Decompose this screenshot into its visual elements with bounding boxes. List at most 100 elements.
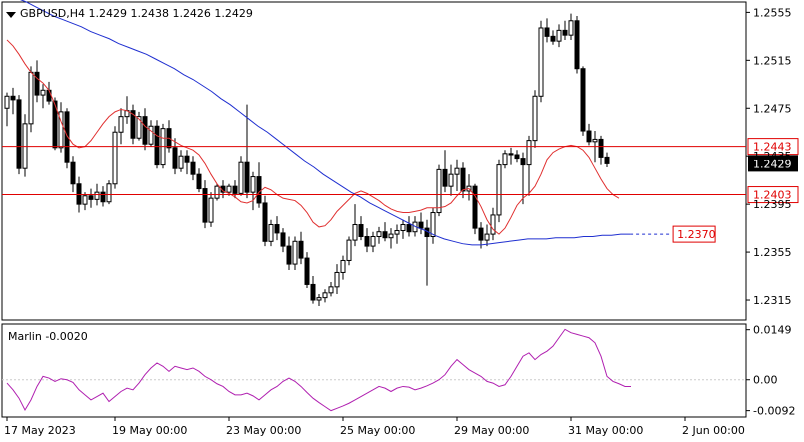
candle-body <box>562 29 568 36</box>
candle-body <box>292 240 298 265</box>
candle-body <box>106 183 112 203</box>
candle-body <box>4 95 10 109</box>
candle-body <box>250 176 256 193</box>
candle-body <box>382 231 388 239</box>
price-tick-label: 1.2515 <box>753 54 792 67</box>
time-tick-label: 25 May 00:00 <box>340 424 415 437</box>
candle-body <box>196 173 202 190</box>
candle-body <box>208 197 214 223</box>
candle-body <box>592 138 598 143</box>
candle-body <box>520 158 526 166</box>
indicator-panel-frame <box>1 323 747 418</box>
candle-body <box>40 89 46 96</box>
candle-body <box>82 195 88 205</box>
candle-body <box>364 236 370 247</box>
candle-body <box>406 224 412 233</box>
candle-body <box>130 110 136 139</box>
candle-body <box>154 125 160 166</box>
level-price-label: 1.2403 <box>753 189 792 202</box>
candle-body <box>46 89 52 102</box>
time-tick-label: 23 May 00:00 <box>226 424 301 437</box>
last-price-label: 1.2429 <box>753 157 792 170</box>
candle-body <box>574 20 580 70</box>
fast-ma-line <box>6 39 620 235</box>
price-tick-label: 1.2435 <box>753 150 792 163</box>
time-tick-label: 17 May 2023 <box>4 424 76 437</box>
slow-ma-end-box <box>672 225 716 243</box>
price-tick-label: 1.2475 <box>753 102 792 115</box>
candle-body <box>598 138 604 158</box>
candle-body <box>448 173 454 187</box>
candle-body <box>430 212 436 238</box>
candle-body <box>118 116 124 133</box>
price-panel-frame <box>1 1 747 321</box>
candle-body <box>148 125 154 145</box>
level-price-label: 1.2443 <box>753 141 792 154</box>
candle-body <box>460 167 466 192</box>
symbol-info-label: GBPUSD,H4 1.2429 1.2438 1.2426 1.2429 <box>20 7 253 20</box>
time-tick-label: 2 Jun 00:00 <box>682 424 745 437</box>
candle-body <box>472 185 478 229</box>
candle-body <box>28 71 34 125</box>
candle-body <box>322 292 328 299</box>
candle-body <box>388 233 394 239</box>
indicator-tick-label: 0.00 <box>753 374 778 387</box>
candle-body <box>10 95 16 101</box>
last-price-tag <box>748 155 798 172</box>
time-tick-label: 31 May 00:00 <box>568 424 643 437</box>
candle-body <box>70 161 76 185</box>
candle-body <box>514 154 520 160</box>
candle-body <box>346 239 352 261</box>
candle-body <box>52 100 58 149</box>
candle-body <box>454 167 460 175</box>
candle-body <box>484 233 490 241</box>
candle-body <box>100 191 106 203</box>
candle-body <box>172 147 178 169</box>
candle-body <box>226 185 232 193</box>
candle-body <box>184 155 190 163</box>
candle-body <box>238 161 244 194</box>
candle-body <box>436 168 442 214</box>
candle-body <box>544 27 550 37</box>
candle-body <box>214 185 220 199</box>
candle-body <box>232 185 238 194</box>
candle-body <box>304 257 310 285</box>
level-price-tag <box>747 186 799 204</box>
candle-body <box>442 168 448 187</box>
candle-body <box>34 71 40 96</box>
candle-body <box>556 29 562 42</box>
candle-body <box>496 164 502 216</box>
candle-body <box>502 153 508 166</box>
candle-body <box>280 232 286 247</box>
candle-body <box>244 161 250 193</box>
candle-body <box>418 221 424 229</box>
candle-body <box>400 224 406 232</box>
indicator-tick-label: 0.0149 <box>753 324 792 337</box>
candle-body <box>142 116 148 145</box>
candle-body <box>268 224 274 242</box>
candle-body <box>352 224 358 241</box>
candle-body <box>334 271 340 288</box>
candle-body <box>538 27 544 97</box>
indicator-tick-label: -0.0092 <box>753 405 795 418</box>
candle-body <box>394 230 400 235</box>
slow-ma-line <box>20 0 631 246</box>
candle-body <box>526 140 532 166</box>
candle-body <box>508 153 514 156</box>
level-price-tag <box>747 138 799 156</box>
candle-body <box>370 236 376 247</box>
candle-body <box>88 195 94 200</box>
candle-body <box>604 156 610 164</box>
collapse-triangle-icon[interactable] <box>6 12 16 18</box>
slow-ma-end-label: 1.2370 <box>677 228 716 241</box>
candle-body <box>490 214 496 235</box>
candle-body <box>76 183 82 205</box>
price-tick-label: 1.2555 <box>753 6 792 19</box>
candle-body <box>568 20 574 36</box>
indicator-layer <box>2 328 746 412</box>
price-tick-label: 1.2355 <box>753 246 792 259</box>
price-layer: 1.2370 <box>2 0 746 307</box>
price-tick-label: 1.2315 <box>753 294 792 307</box>
candle-body <box>298 240 304 259</box>
